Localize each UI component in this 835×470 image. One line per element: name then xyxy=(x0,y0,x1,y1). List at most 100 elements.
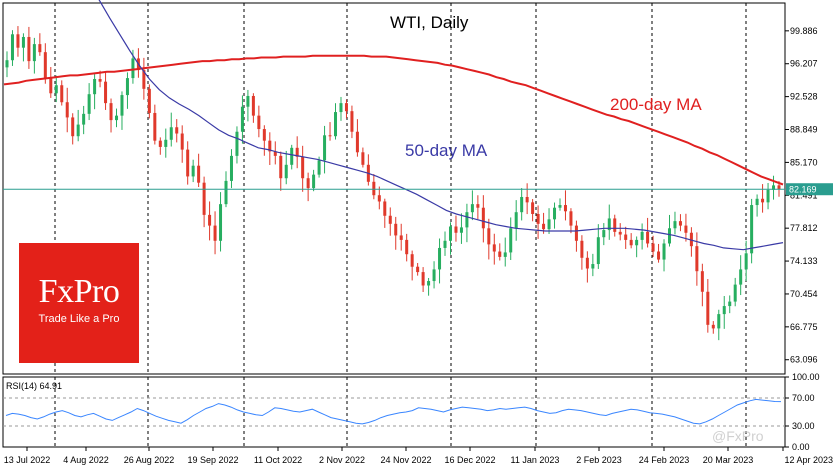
candle-body xyxy=(372,181,376,196)
y-tick-label: 66.775 xyxy=(790,322,818,332)
candle-body xyxy=(219,204,223,241)
candle-body xyxy=(646,231,650,244)
candle-body xyxy=(21,36,25,48)
candle-body xyxy=(213,225,217,241)
candle-body xyxy=(142,70,146,89)
candle-body xyxy=(750,205,754,254)
candle-body xyxy=(410,254,414,267)
candle-body xyxy=(147,88,151,113)
ma200-line xyxy=(3,54,784,186)
candle-body xyxy=(673,221,677,229)
candle-body xyxy=(180,133,184,150)
candle-body xyxy=(377,195,381,202)
candle-body xyxy=(120,95,124,116)
candle-body xyxy=(125,78,129,96)
candle-body xyxy=(684,225,688,233)
candle-body xyxy=(558,205,562,208)
candle-body xyxy=(624,234,628,240)
candle-body xyxy=(158,140,162,147)
candle-body xyxy=(87,94,91,114)
candle-body xyxy=(164,139,168,147)
x-tick-label: 2 Feb 2023 xyxy=(576,455,622,465)
candle-body xyxy=(295,147,299,157)
candle-body xyxy=(202,182,206,215)
candle-body xyxy=(678,221,682,226)
candle-body xyxy=(635,239,639,246)
y-tick-label: 85.170 xyxy=(790,157,818,167)
candle-body xyxy=(191,165,195,177)
x-tick-label: 11 Oct 2022 xyxy=(254,455,302,465)
candle-body xyxy=(706,291,710,325)
candle-body xyxy=(27,36,31,62)
candle-body xyxy=(487,228,491,245)
candle-body xyxy=(323,135,327,161)
candle-body xyxy=(470,204,474,213)
candle-body xyxy=(667,228,672,244)
candle-body xyxy=(717,314,721,329)
candle-body xyxy=(114,115,119,121)
x-tick-label: 24 Feb 2023 xyxy=(639,455,690,465)
candle-body xyxy=(334,112,338,137)
candle-body xyxy=(438,247,442,270)
candle-body xyxy=(547,219,551,230)
candle-body xyxy=(49,78,53,94)
candle-body xyxy=(344,103,348,112)
rsi-line xyxy=(5,398,782,425)
candle-body xyxy=(306,178,310,189)
candle-body xyxy=(613,218,617,232)
rsi-y-tick-label: 0.00 xyxy=(792,442,810,452)
candle-body xyxy=(432,269,436,282)
rsi-y-tick-label: 100.00 xyxy=(792,372,820,382)
y-tick-label: 77.812 xyxy=(790,223,818,233)
candle-body xyxy=(454,226,458,233)
candle-body xyxy=(574,225,578,241)
candle-body xyxy=(591,264,595,269)
candle-body xyxy=(65,102,69,118)
candle-body xyxy=(197,165,201,183)
candle-body xyxy=(16,34,20,48)
candle-body xyxy=(246,95,250,107)
candle-body xyxy=(607,218,611,231)
candle-body xyxy=(355,131,359,153)
candle-body xyxy=(772,185,776,190)
candle-body xyxy=(328,135,332,137)
candle-body xyxy=(317,160,321,175)
rsi-y-tick-label: 70.00 xyxy=(792,393,815,403)
candle-body xyxy=(251,95,255,116)
candles xyxy=(5,26,781,341)
candle-body xyxy=(739,269,743,285)
candle-body xyxy=(76,124,80,137)
candle-body xyxy=(498,251,502,257)
logo-tagline: Trade Like a Pro xyxy=(38,313,120,325)
candle-body xyxy=(689,232,693,247)
rsi-panel-frame xyxy=(2,376,786,448)
y-tick-label: 99.886 xyxy=(790,26,818,36)
candle-body xyxy=(657,251,661,260)
ma200-label: 200-day MA xyxy=(610,95,702,114)
ma50-line xyxy=(98,0,784,251)
candle-body xyxy=(481,207,485,229)
y-tick-label: 92.528 xyxy=(790,92,818,102)
candle-body xyxy=(640,231,644,240)
rsi-y-tick-label: 30.00 xyxy=(792,421,815,431)
candle-body xyxy=(569,211,573,226)
candle-body xyxy=(268,140,272,152)
y-tick-label: 88.849 xyxy=(790,125,818,135)
candle-body xyxy=(514,212,518,229)
candle-body xyxy=(733,284,737,302)
candle-body xyxy=(618,231,622,235)
candle-body xyxy=(98,78,102,82)
candle-body xyxy=(32,44,36,62)
candle-body xyxy=(662,243,666,260)
candle-body xyxy=(777,185,781,190)
y-tick-label: 70.454 xyxy=(790,289,818,299)
candle-body xyxy=(761,198,765,203)
candle-body xyxy=(60,85,64,103)
candle-body xyxy=(585,257,589,269)
y-tick-label: 96.207 xyxy=(790,59,818,69)
last-price-label: 82.169 xyxy=(789,185,817,195)
y-tick-label: 63.096 xyxy=(790,355,818,365)
candle-body xyxy=(383,201,387,216)
candle-body xyxy=(262,129,266,141)
